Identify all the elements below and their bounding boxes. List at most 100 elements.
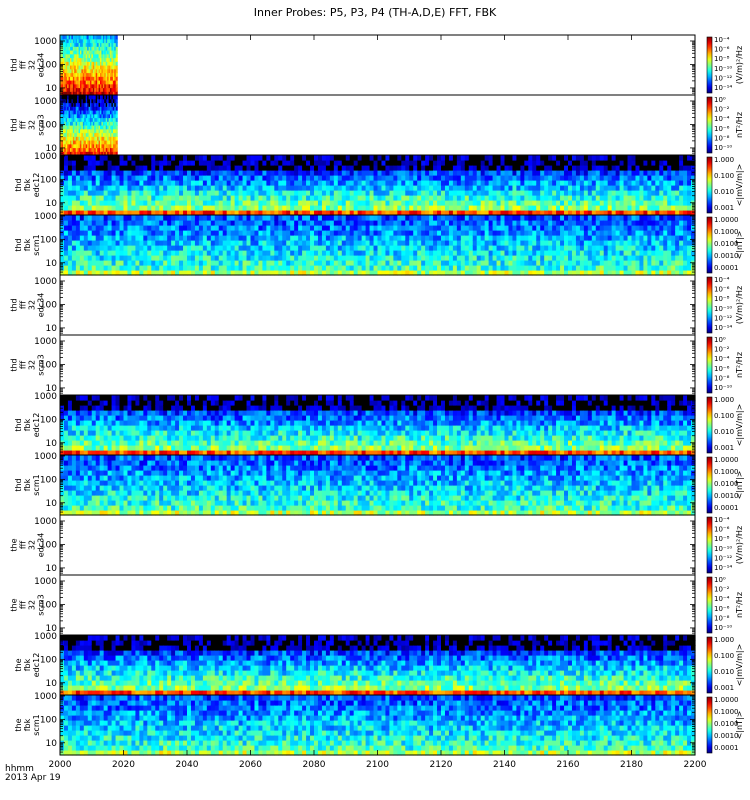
heatmap-cell bbox=[105, 106, 108, 111]
heatmap-cell bbox=[381, 160, 387, 166]
heatmap-cell bbox=[95, 72, 98, 77]
heatmap-cell bbox=[194, 260, 200, 266]
heatmap-cell bbox=[242, 185, 248, 191]
heatmap-cell bbox=[512, 200, 518, 206]
heatmap-cell bbox=[75, 220, 81, 226]
heatmap-cell bbox=[95, 80, 98, 85]
heatmap-cell bbox=[679, 185, 684, 191]
heatmap-cell bbox=[155, 185, 160, 191]
heatmap-cell bbox=[198, 215, 204, 221]
heatmap-cell bbox=[87, 160, 93, 166]
heatmap-cell bbox=[90, 35, 93, 40]
heatmap-cell bbox=[115, 83, 118, 89]
y-tick-label: 100 bbox=[40, 175, 57, 185]
heatmap-cell bbox=[468, 155, 474, 161]
heatmap-cell bbox=[103, 225, 109, 231]
heatmap-cell bbox=[94, 110, 97, 115]
heatmap-cell bbox=[417, 245, 422, 251]
heatmap-cell bbox=[500, 235, 506, 241]
heatmap-cell bbox=[274, 200, 279, 206]
heatmap-cell bbox=[651, 210, 656, 216]
heatmap-cell bbox=[444, 250, 450, 256]
heatmap-cell bbox=[222, 160, 228, 166]
heatmap-cell bbox=[159, 240, 164, 246]
heatmap-cell bbox=[500, 215, 506, 221]
heatmap-cell bbox=[341, 245, 347, 251]
heatmap-cell bbox=[639, 195, 645, 201]
heatmap-cell bbox=[83, 230, 89, 236]
heatmap-cell bbox=[91, 38, 94, 44]
heatmap-cell bbox=[520, 175, 525, 181]
heatmap-cell bbox=[468, 265, 474, 271]
heatmap-cell bbox=[536, 255, 541, 261]
heatmap-cell bbox=[222, 175, 228, 181]
heatmap-cell bbox=[104, 72, 107, 77]
heatmap-cell bbox=[88, 72, 91, 77]
heatmap-cell bbox=[266, 210, 271, 216]
heatmap-cell bbox=[544, 195, 549, 201]
heatmap-cell bbox=[75, 121, 78, 126]
heatmap-cell bbox=[615, 195, 621, 201]
heatmap-cell bbox=[147, 235, 152, 241]
heatmap-cell bbox=[82, 143, 85, 149]
heatmap-cell bbox=[345, 215, 351, 221]
heatmap-cell bbox=[381, 245, 387, 251]
heatmap-cell bbox=[112, 38, 115, 44]
heatmap-cell bbox=[587, 210, 593, 216]
heatmap-cell bbox=[476, 180, 482, 186]
heatmap-cell bbox=[377, 175, 383, 181]
heatmap-cell bbox=[102, 42, 105, 47]
heatmap-cell bbox=[413, 235, 418, 241]
heatmap-cell bbox=[190, 245, 196, 251]
y-tick-label: 1000 bbox=[34, 97, 57, 107]
heatmap-cell bbox=[441, 175, 446, 181]
heatmap-cell bbox=[492, 175, 498, 181]
heatmap-cell bbox=[171, 270, 176, 276]
heatmap-cell bbox=[357, 165, 363, 171]
heatmap-cell bbox=[210, 270, 216, 276]
heatmap-cell bbox=[68, 151, 71, 156]
heatmap-cell bbox=[190, 165, 196, 171]
heatmap-cell bbox=[218, 175, 224, 181]
heatmap-cell bbox=[202, 240, 208, 246]
heatmap-cell bbox=[151, 245, 156, 251]
heatmap-cell bbox=[353, 265, 359, 271]
heatmap-cell bbox=[74, 53, 77, 59]
heatmap-cell bbox=[595, 175, 601, 181]
heatmap-cell bbox=[91, 87, 94, 92]
heatmap-cell bbox=[61, 87, 64, 92]
heatmap-cell bbox=[123, 175, 129, 181]
heatmap-cell bbox=[60, 68, 63, 74]
heatmap-cell bbox=[560, 220, 565, 226]
heatmap-cell bbox=[222, 220, 228, 226]
heatmap-cell bbox=[361, 200, 367, 206]
heatmap-cell bbox=[92, 136, 95, 141]
heatmap-cell bbox=[103, 165, 109, 171]
heatmap-cell bbox=[82, 38, 85, 44]
heatmap-cell bbox=[77, 91, 80, 96]
heatmap-cell bbox=[369, 220, 375, 226]
heatmap-cell bbox=[456, 175, 462, 181]
heatmap-cell bbox=[110, 95, 113, 100]
heatmap-cell bbox=[70, 50, 73, 55]
heatmap-cell bbox=[135, 155, 140, 161]
colorbar-label: nT²/Hz bbox=[735, 112, 744, 138]
heatmap-cell bbox=[100, 151, 103, 156]
heatmap-cell bbox=[329, 205, 335, 211]
heatmap-cell bbox=[425, 180, 430, 186]
heatmap-cell bbox=[194, 210, 200, 216]
heatmap-cell bbox=[210, 160, 216, 166]
heatmap-cell bbox=[112, 65, 115, 70]
heatmap-cell bbox=[105, 46, 108, 51]
heatmap-cell bbox=[127, 190, 133, 196]
heatmap-cell bbox=[62, 110, 65, 115]
heatmap-cell bbox=[155, 165, 160, 171]
heatmap-cell bbox=[464, 225, 470, 231]
heatmap-cell bbox=[107, 195, 113, 201]
heatmap-cell bbox=[536, 215, 541, 221]
heatmap-cell bbox=[337, 255, 343, 261]
heatmap-cell bbox=[112, 125, 115, 130]
heatmap-cell bbox=[393, 155, 398, 161]
heatmap-cell bbox=[238, 215, 244, 221]
heatmap-cell bbox=[175, 155, 180, 161]
